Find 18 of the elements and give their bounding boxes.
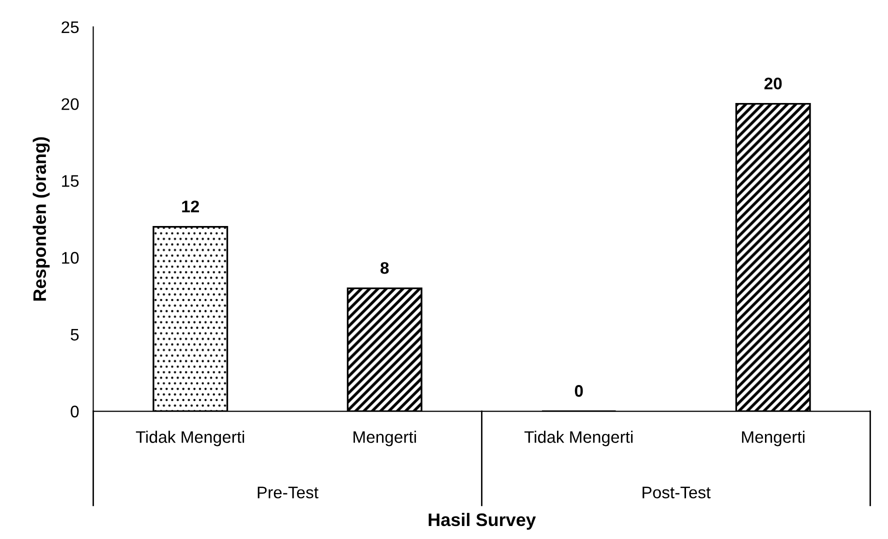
x-tick-label: Mengerti <box>742 430 804 446</box>
x-tick-label: Tidak Mengerti <box>136 430 244 446</box>
text: Pre-Test <box>258 486 318 498</box>
y-tick-label: 25 <box>62 21 79 34</box>
data-label: 20 <box>764 78 782 90</box>
y-tick-label: 15 <box>62 175 79 187</box>
x-tick-label: Mengerti <box>354 430 416 446</box>
y-tick-label: 0 <box>70 406 79 418</box>
x-axis-title: Hasil Survey <box>428 512 536 530</box>
data-label: 12 <box>182 200 199 212</box>
y-axis-title: Responden (orang) <box>32 137 50 301</box>
data-label: 0 <box>574 385 583 397</box>
text: Post-Test <box>642 486 711 498</box>
data-label: 8 <box>380 262 389 274</box>
y-tick-label: 20 <box>62 98 79 110</box>
y-tick-label: 10 <box>62 252 79 264</box>
y-tick-label: 5 <box>70 328 79 341</box>
x-tick-label: Tidak Mengerti <box>524 430 633 446</box>
